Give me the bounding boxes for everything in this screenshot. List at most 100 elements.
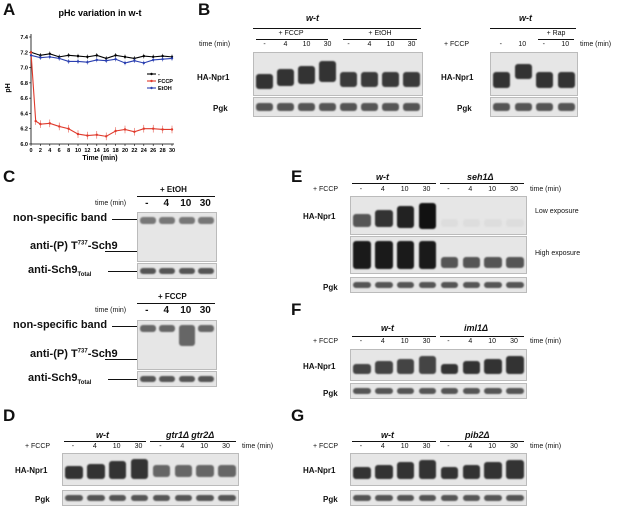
x-tick-label: 2: [39, 148, 42, 154]
blot-band: [178, 324, 195, 347]
blot-band: [484, 495, 502, 501]
lane-label: -: [359, 443, 363, 450]
blot-band: [462, 361, 481, 374]
blot-band: [382, 103, 399, 111]
treatment-label: + FCCP: [25, 443, 51, 450]
blot-band: [130, 495, 149, 501]
x-tick-label: 18: [113, 148, 119, 154]
blot-band: [198, 216, 215, 224]
blot-band: [174, 464, 193, 478]
blot-band: [462, 388, 481, 394]
blot-band: [174, 495, 193, 501]
data-point: [39, 122, 42, 126]
treatment-label: + EtOH: [160, 185, 187, 194]
blot-band: [108, 461, 127, 479]
blot-band: [256, 74, 273, 89]
data-point: [29, 54, 33, 57]
exposure-label: High exposure: [535, 250, 581, 257]
data-point: [58, 125, 61, 128]
x-tick-label: 12: [84, 148, 90, 154]
lane-label: 4: [468, 338, 473, 345]
lane-label: -: [447, 186, 450, 193]
blot-band: [178, 216, 195, 224]
lane-label: 10: [386, 41, 395, 48]
blot-band: [536, 103, 554, 111]
data-point: [123, 128, 127, 131]
blot-band: [340, 103, 357, 111]
panel-label-a: A: [3, 0, 16, 19]
strain-label: w-t: [381, 430, 394, 440]
blot-band: [178, 268, 195, 274]
lane-label: 30: [510, 443, 518, 450]
data-point: [67, 60, 70, 63]
data-point: [170, 128, 174, 131]
blot-band: [353, 388, 371, 394]
blot-band: [418, 459, 437, 479]
blot-band: [484, 282, 502, 288]
blot-band: [396, 388, 415, 394]
data-point: [114, 129, 117, 133]
treatment-label: + FCCP: [313, 186, 339, 193]
data-point: [76, 132, 80, 136]
blot-band: [375, 388, 393, 394]
lane-label: 10: [400, 443, 409, 450]
blot-band: [462, 256, 481, 268]
data-point: [86, 55, 89, 59]
blot-band: [159, 216, 176, 224]
row-label-phospho-sch9: anti-(P) T737-Sch9: [30, 240, 118, 252]
blot-band: [418, 495, 437, 501]
blot-band: [506, 356, 524, 374]
lane-labels: - 4 10 30 - 4 10 30: [350, 338, 525, 348]
x-tick-label: 0: [29, 148, 32, 154]
y-tick-label: 7.0: [20, 66, 28, 72]
blot-band: [506, 495, 524, 501]
blot-band: [218, 495, 236, 501]
lane-label: -: [145, 198, 149, 209]
blot-band: [65, 466, 83, 479]
row-label-pgk: Pgk: [323, 389, 338, 398]
blot-band: [298, 103, 315, 111]
lane-label: 30: [510, 338, 518, 345]
y-tick-label: 6.0: [20, 142, 28, 148]
blot-band: [403, 71, 420, 87]
lane-label: -: [263, 41, 266, 48]
blot-pgk: [350, 490, 527, 506]
blot-band: [440, 256, 459, 268]
time-label: time (min): [95, 307, 127, 314]
legend-marker: [150, 86, 153, 90]
data-point: [86, 61, 89, 64]
blot-band: [396, 462, 415, 479]
data-point: [142, 127, 145, 130]
blot-band: [506, 219, 524, 227]
data-point: [133, 130, 136, 133]
row-label-ha-npr1: HA-Npr1: [303, 466, 336, 475]
lane-label: 10: [488, 338, 497, 345]
blot-pgk: [62, 490, 239, 506]
chart-x-label: Time (min): [82, 155, 117, 162]
lane-labels: - 4 10 30 - 4 10 30: [62, 443, 237, 453]
data-point: [29, 51, 33, 54]
panel-label-f: F: [291, 300, 302, 319]
row-label-total-sch9: anti-Sch9Total: [28, 264, 92, 279]
blot-band: [493, 71, 511, 88]
lane-label: 4: [92, 443, 97, 450]
blot-pgk: [350, 383, 527, 399]
row-label-pgk: Pgk: [457, 104, 472, 113]
data-point: [123, 61, 127, 65]
blot-band: [108, 495, 127, 501]
blot-band: [277, 103, 294, 111]
blot-band: [382, 71, 399, 87]
treatment-label: + FCCP: [313, 338, 339, 345]
blot-band: [418, 356, 437, 374]
blot-band: [396, 495, 415, 501]
blot-band: [484, 256, 502, 268]
strain-label: pib2Δ: [465, 430, 490, 440]
data-point: [58, 57, 61, 60]
data-point: [133, 59, 136, 62]
blot-band: [256, 103, 273, 111]
x-tick-label: 28: [160, 148, 166, 154]
panel-label-b: B: [198, 0, 211, 19]
panel-label-c: C: [3, 167, 16, 186]
x-tick-label: 14: [94, 148, 101, 154]
